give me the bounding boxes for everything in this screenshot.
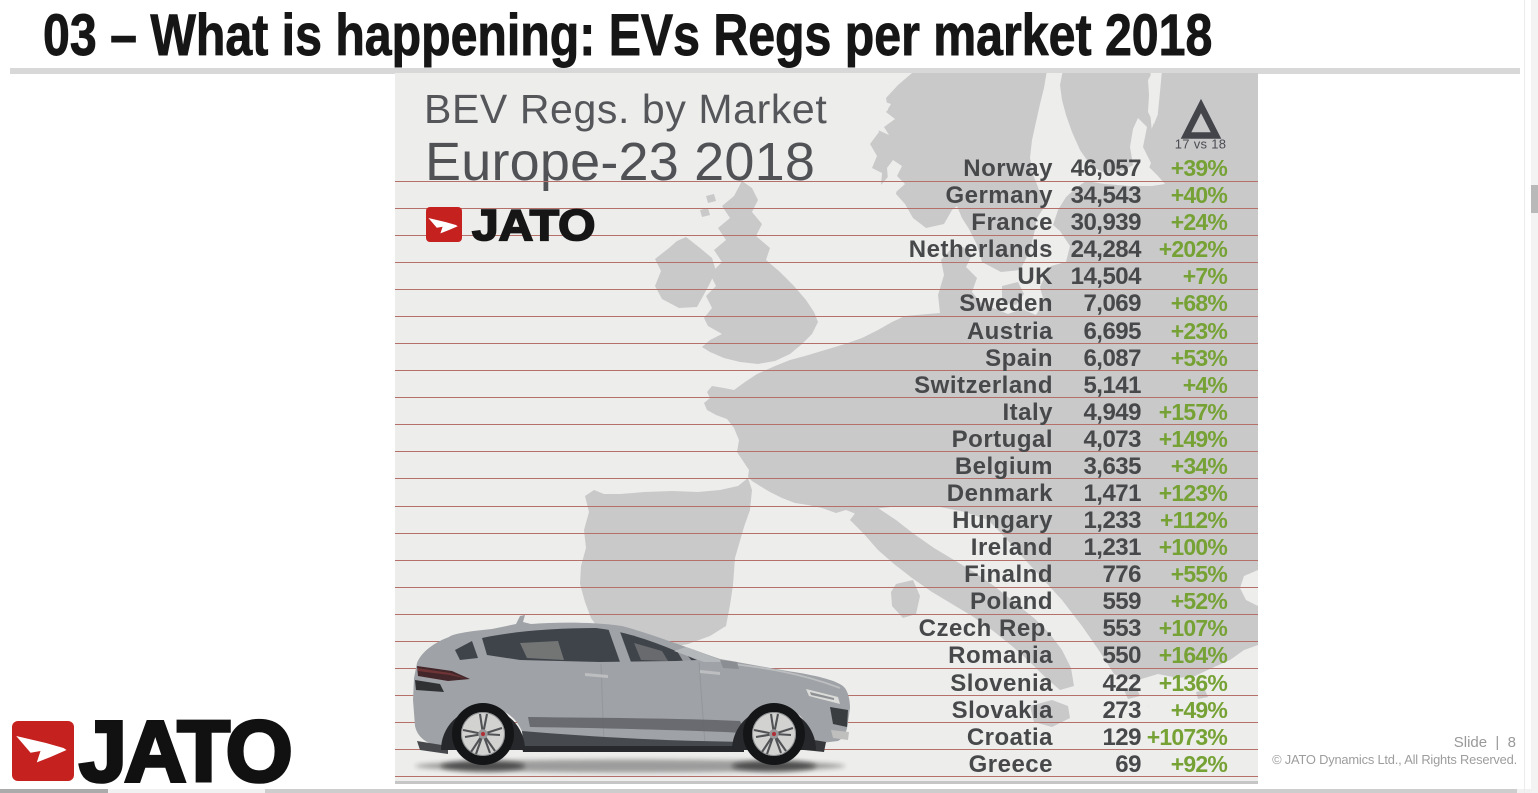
svg-text:JATO: JATO bbox=[79, 717, 290, 785]
svg-text:JATO: JATO bbox=[472, 205, 595, 243]
svg-text:17 vs 18: 17 vs 18 bbox=[1175, 137, 1227, 152]
